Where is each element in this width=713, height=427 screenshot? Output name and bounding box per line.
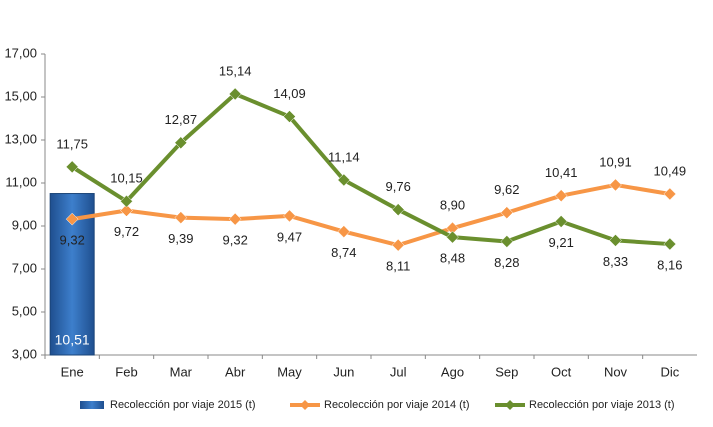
- marker: [663, 237, 677, 251]
- value-label: 8,16: [657, 257, 682, 272]
- legend-label: Recolección por viaje 2014 (t): [324, 399, 470, 411]
- x-tick-label: Feb: [115, 364, 137, 379]
- value-label: 12,87: [165, 112, 198, 127]
- x-tick-label: May: [277, 364, 302, 379]
- value-label: 8,11: [386, 259, 410, 274]
- y-tick-label: 17,00: [4, 45, 37, 60]
- marker: [554, 215, 568, 228]
- x-tick-label: Sep: [495, 364, 518, 379]
- value-label: 11,14: [328, 149, 360, 164]
- marker: [65, 212, 79, 226]
- legend-label: Recolección por viaje 2015 (t): [110, 399, 256, 411]
- legend-swatch: [80, 401, 104, 409]
- x-tick-label: Ene: [61, 364, 84, 379]
- y-tick-label: 9,00: [12, 217, 37, 232]
- y-tick-label: 11,00: [5, 174, 37, 189]
- marker: [283, 110, 296, 123]
- bar-value-label: 10,51: [55, 332, 90, 348]
- value-label: 10,49: [654, 163, 687, 178]
- y-tick-label: 5,00: [12, 303, 37, 318]
- marker: [500, 206, 514, 220]
- legend-label: Recolección por viaje 2013 (t): [529, 399, 675, 411]
- value-label: 8,28: [494, 255, 519, 270]
- value-label: 9,62: [494, 182, 519, 197]
- value-label: 8,33: [603, 254, 628, 269]
- line: [71, 182, 671, 248]
- x-tick-label: Ago: [441, 364, 464, 379]
- marker: [554, 189, 568, 203]
- value-label: 8,90: [440, 198, 465, 213]
- y-tick-label: 13,00: [4, 131, 37, 146]
- x-tick-label: Abr: [225, 364, 246, 379]
- marker: [391, 238, 405, 252]
- marker: [228, 212, 242, 226]
- x-tick-label: Jul: [390, 364, 407, 379]
- legend-marker: [505, 400, 515, 410]
- value-label: 10,91: [599, 154, 632, 169]
- value-label: 9,32: [223, 233, 248, 248]
- value-label: 8,74: [331, 245, 356, 260]
- x-tick-label: Mar: [170, 364, 193, 379]
- y-tick-label: 3,00: [12, 346, 37, 361]
- value-label: 8,48: [440, 251, 465, 266]
- marker: [120, 194, 133, 208]
- marker: [174, 211, 188, 224]
- value-label: 9,32: [60, 233, 85, 248]
- value-label: 10,15: [110, 171, 143, 186]
- x-tick-label: Nov: [604, 364, 628, 379]
- marker: [65, 160, 79, 174]
- y-tick-label: 15,00: [4, 88, 37, 103]
- marker: [446, 230, 459, 244]
- marker: [663, 187, 677, 201]
- marker: [609, 178, 622, 192]
- x-tick-label: Jun: [333, 364, 354, 379]
- value-label: 14,09: [273, 86, 306, 101]
- value-label: 9,21: [549, 235, 574, 250]
- marker: [337, 225, 351, 238]
- marker: [283, 209, 296, 223]
- marker: [500, 235, 514, 248]
- marker: [228, 87, 242, 101]
- value-label: 9,47: [277, 229, 302, 244]
- value-label: 9,76: [386, 179, 411, 194]
- marker: [609, 234, 622, 247]
- line: [71, 91, 670, 247]
- value-label: 9,72: [114, 224, 139, 239]
- x-tick-label: Oct: [551, 364, 572, 379]
- value-label: 10,41: [545, 165, 578, 180]
- legend: Recolección por viaje 2015 (t) Recolecció…: [80, 399, 675, 411]
- legend-marker: [300, 400, 310, 410]
- value-label: 11,75: [56, 136, 88, 151]
- marker: [391, 203, 405, 217]
- y-tick-label: 7,00: [12, 260, 37, 275]
- marker: [174, 136, 188, 150]
- value-label: 9,39: [168, 231, 193, 246]
- marker: [120, 204, 133, 217]
- x-tick-label: Dic: [660, 364, 679, 379]
- marker: [337, 173, 351, 187]
- value-label: 15,14: [219, 63, 252, 78]
